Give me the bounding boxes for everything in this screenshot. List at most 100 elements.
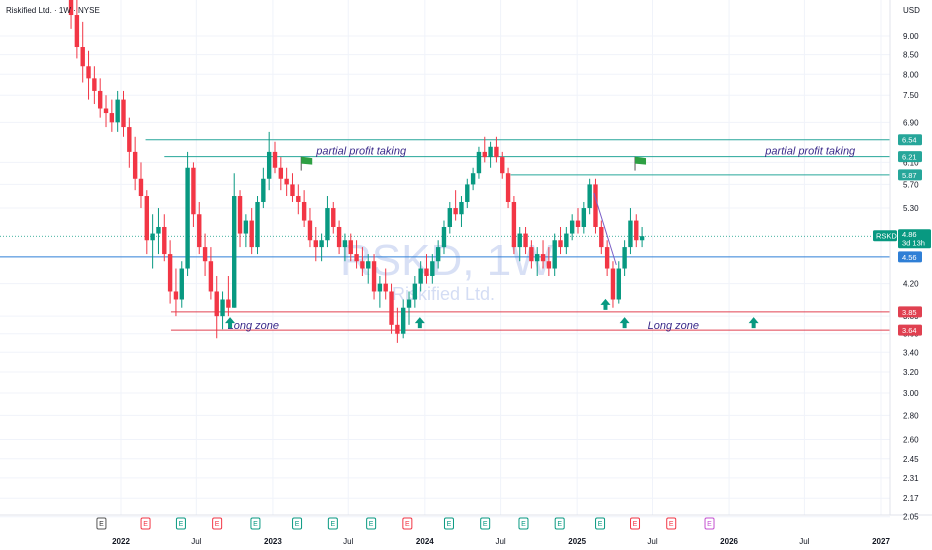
candle (214, 275, 219, 339)
candle (366, 254, 371, 284)
badge-bg (873, 230, 897, 242)
candle-body (435, 247, 441, 262)
candle (500, 151, 505, 179)
candle (109, 99, 115, 132)
candle-body (383, 283, 388, 292)
price-tick-label: 8.00 (903, 70, 919, 79)
earnings-letter: E (521, 521, 526, 528)
candle-body (424, 268, 429, 276)
candle-body (97, 90, 103, 109)
up-arrow-icon (619, 317, 630, 329)
candle-body (459, 201, 464, 215)
candle (476, 146, 482, 179)
candle-body (581, 208, 587, 227)
candle (552, 233, 557, 276)
candle (564, 226, 569, 255)
candle (296, 184, 301, 215)
candle-body (529, 247, 534, 262)
annotation-label: partial profit taking (315, 145, 407, 157)
candle-body (599, 226, 604, 248)
candle (237, 190, 243, 248)
price-level-badge: 6.54 (898, 134, 922, 146)
candle (517, 226, 522, 262)
flag-icon (635, 156, 647, 165)
candle (342, 233, 348, 262)
price-tick-label: 3.00 (903, 389, 919, 398)
candle (80, 21, 85, 83)
candle-body (564, 233, 569, 248)
earnings-event: E (250, 517, 261, 530)
candle (529, 240, 534, 269)
candle-body (296, 196, 301, 202)
candle-body (447, 208, 453, 227)
price-tick-label: 2.45 (903, 455, 919, 464)
chart-title: Riskified Ltd. · 1W · NYSE (6, 6, 100, 15)
candlestick-series (68, 0, 645, 343)
badge-bg (898, 324, 922, 336)
candle (144, 190, 150, 255)
earnings-badge (480, 517, 491, 530)
badge-label: 3.64 (902, 326, 917, 335)
earnings-letter: E (295, 521, 300, 528)
earnings-badge (402, 517, 413, 530)
candle (97, 78, 103, 118)
candle (325, 196, 330, 248)
watermark-name: Riskified Ltd. (392, 284, 495, 304)
candle (266, 131, 272, 191)
earnings-letter: E (215, 521, 220, 528)
time-axis[interactable]: 2022 Jul 2023 Jul 2024 Jul 2025 Jul 2026 Jul 2027 (112, 537, 890, 546)
candle-body (505, 173, 511, 202)
candle (587, 178, 592, 215)
price-axis[interactable]: 9.008.508.007.506.906.105.705.304.203.80… (903, 32, 919, 522)
chart-drawings (593, 192, 617, 266)
candle (185, 151, 190, 276)
candle-body (511, 201, 517, 248)
candle (540, 240, 546, 269)
flag-marker (300, 156, 313, 171)
candle (581, 201, 587, 234)
badge-label: 5.87 (902, 171, 917, 180)
earnings-event: E (518, 517, 529, 530)
candle (255, 196, 260, 255)
earnings-badge (443, 517, 454, 530)
candle (383, 268, 388, 300)
currency-label: USD (903, 6, 920, 15)
candle (173, 268, 179, 317)
earnings-letter: E (253, 521, 258, 528)
price-tick-label: 8.50 (903, 51, 919, 60)
candle (406, 291, 412, 325)
candle-body (290, 184, 295, 197)
candle-body (167, 254, 173, 292)
flag-marker (634, 156, 647, 171)
candle-body (453, 208, 458, 215)
time-tick-label: 2022 (112, 537, 130, 546)
candle (535, 247, 540, 276)
badge-bg (898, 169, 922, 181)
candle (593, 178, 598, 234)
price-tick-label: 2.05 (903, 513, 919, 522)
price-tick-label: 3.40 (903, 348, 919, 357)
price-tick-label: 6.90 (903, 118, 919, 127)
earnings-letter: E (447, 521, 452, 528)
earnings-letter: E (331, 521, 336, 528)
candle (68, 0, 74, 29)
candle-body (74, 15, 80, 48)
candle-body (243, 220, 249, 234)
earnings-badge (212, 517, 223, 530)
candle (616, 261, 621, 304)
candle-body (232, 196, 237, 308)
candle (290, 173, 295, 202)
price-tick-label: 5.30 (903, 204, 919, 213)
candle (249, 208, 254, 255)
time-tick-label: Jul (647, 537, 657, 546)
candle (272, 141, 278, 174)
candle-body (540, 254, 546, 262)
candle (191, 162, 196, 227)
candle-body (616, 268, 621, 300)
candle (465, 178, 470, 209)
candle-body (523, 233, 528, 248)
earnings-letter: E (557, 521, 562, 528)
earnings-letter: E (143, 521, 148, 528)
price-level-badge: 6.21 (898, 151, 922, 163)
